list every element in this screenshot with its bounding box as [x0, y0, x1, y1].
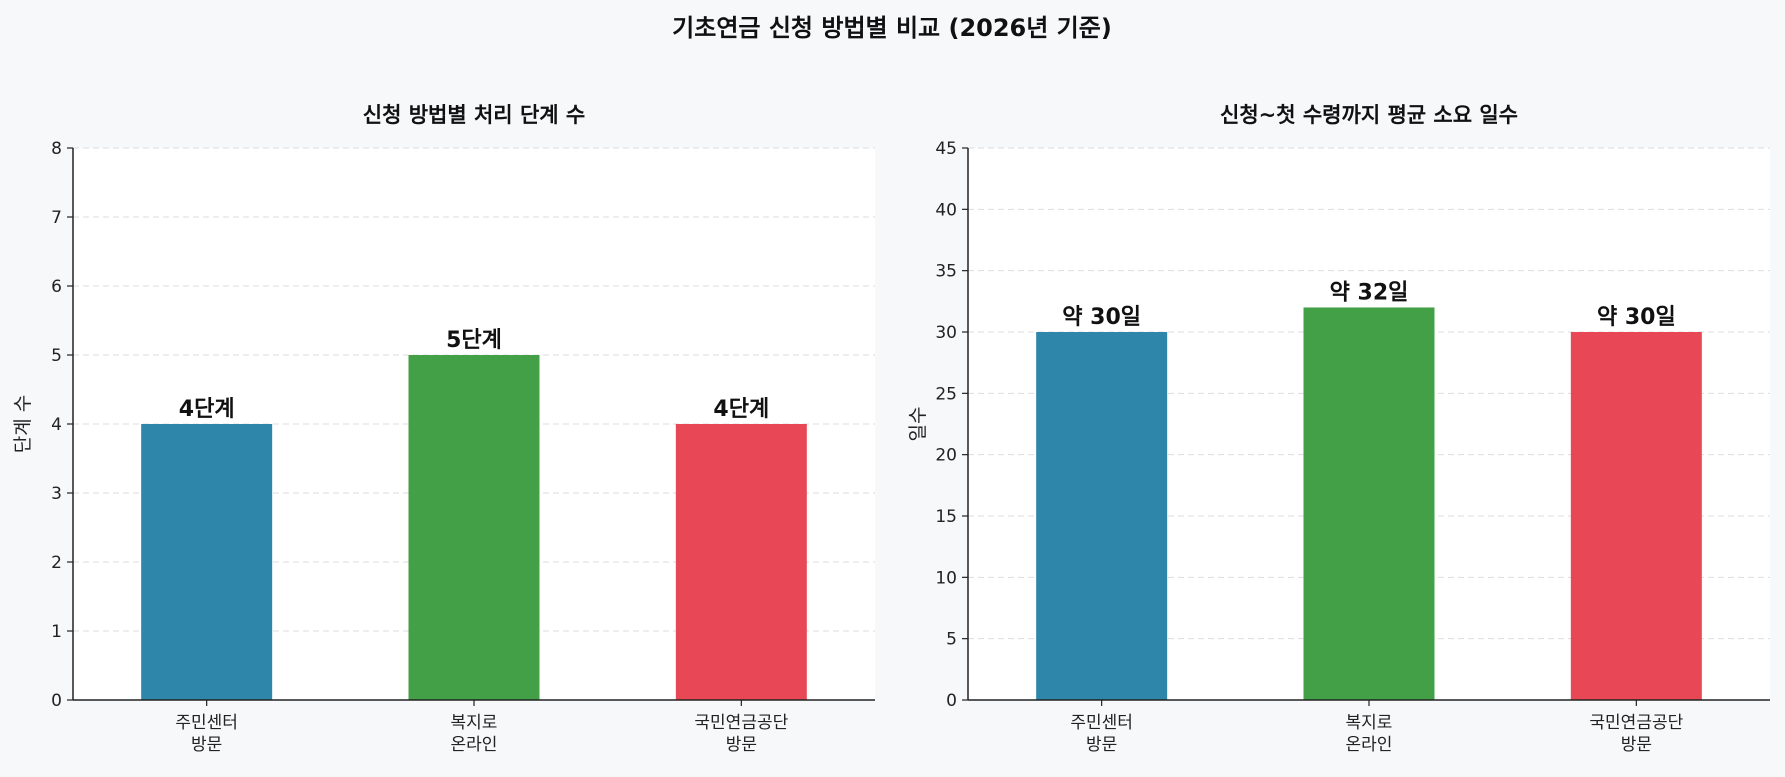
chart-title: 신청 방법별 처리 단계 수 [363, 103, 585, 127]
x-tick-label: 주민센터 [175, 713, 238, 733]
figure-title: 기초연금 신청 방법별 비교 (2026년 기준) [672, 14, 1112, 42]
y-tick-label: 35 [935, 262, 957, 282]
y-axis-label: 일수 [907, 407, 929, 442]
bar-value-label: 4단계 [713, 397, 769, 422]
y-tick-label: 20 [935, 446, 957, 466]
y-tick-label: 30 [935, 323, 957, 343]
x-tick-label: 온라인 [451, 735, 498, 755]
x-tick-label: 방문 [1086, 735, 1117, 755]
bar-value-label: 약 30일 [1597, 305, 1676, 330]
y-tick-label: 2 [51, 553, 62, 573]
x-tick-label: 주민센터 [1070, 713, 1133, 733]
y-tick-label: 7 [51, 208, 62, 228]
y-tick-label: 40 [935, 200, 957, 220]
y-tick-label: 10 [935, 568, 957, 588]
y-tick-label: 6 [51, 277, 62, 297]
bar [675, 424, 807, 700]
chart-title: 신청~첫 수령까지 평균 소요 일수 [1220, 103, 1518, 127]
y-tick-label: 4 [51, 415, 62, 435]
y-tick-label: 15 [935, 507, 957, 527]
bar [1036, 332, 1168, 700]
y-tick-label: 8 [51, 139, 62, 159]
y-axis-label: 단계 수 [12, 395, 34, 453]
y-tick-label: 0 [946, 691, 957, 711]
x-tick-label: 방문 [191, 735, 222, 755]
bar-value-label: 약 32일 [1330, 280, 1409, 305]
bar-value-label: 약 30일 [1062, 305, 1141, 330]
chart-panel-1: 4단계주민센터방문5단계복지로온라인4단계국민연금공단방문012345678단계… [12, 103, 875, 755]
bar-value-label: 5단계 [446, 328, 502, 353]
x-tick-label: 복지로 [1346, 713, 1393, 733]
y-tick-label: 1 [51, 622, 62, 642]
x-tick-label: 온라인 [1346, 735, 1393, 755]
y-tick-label: 0 [51, 691, 62, 711]
y-tick-label: 3 [51, 484, 62, 504]
y-tick-label: 5 [51, 346, 62, 366]
y-tick-label: 25 [935, 384, 957, 404]
bar [1303, 307, 1435, 700]
x-tick-label: 방문 [1621, 735, 1652, 755]
y-tick-label: 5 [946, 630, 957, 650]
x-tick-label: 복지로 [451, 713, 498, 733]
bar-value-label: 4단계 [179, 397, 235, 422]
bar [141, 424, 273, 700]
x-tick-label: 방문 [726, 735, 757, 755]
bar [1570, 332, 1702, 700]
x-tick-label: 국민연금공단 [694, 713, 788, 733]
y-tick-label: 45 [935, 139, 957, 159]
bar [408, 355, 540, 700]
x-tick-label: 국민연금공단 [1589, 713, 1683, 733]
